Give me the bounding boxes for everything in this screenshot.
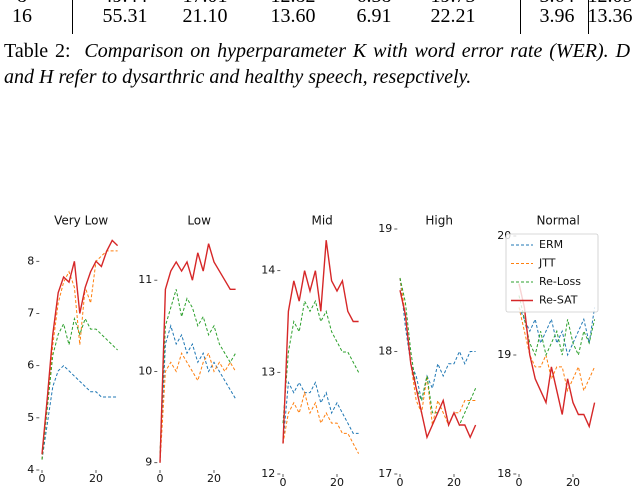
series-line xyxy=(159,351,237,463)
table-cell: 49.44 xyxy=(85,0,165,8)
chart-title: High xyxy=(425,214,453,228)
table-rule xyxy=(520,0,521,34)
legend-label: Re-Loss xyxy=(539,275,581,288)
series-line xyxy=(399,277,477,427)
x-tick-label: 20 xyxy=(447,476,461,486)
table-cell: 6.38 xyxy=(334,0,414,8)
x-tick-label: 0 xyxy=(157,472,164,485)
chart-title: Mid xyxy=(311,214,332,228)
x-tick-label: 0 xyxy=(516,476,523,486)
legend-label: ERM xyxy=(539,238,563,251)
table-cell: 12.05 xyxy=(570,0,632,8)
series-line xyxy=(159,324,237,463)
table-cell: 55.31 xyxy=(102,5,148,27)
y-tick-label: 10 xyxy=(138,364,152,377)
table-cell: 3.96 xyxy=(539,5,575,27)
series-line xyxy=(41,239,119,455)
y-tick-label: 7 xyxy=(27,306,34,319)
y-tick-label: 14 xyxy=(261,264,275,277)
table-cell: 16 xyxy=(12,5,32,27)
chart-title: Normal xyxy=(536,214,579,228)
table-cell: 19.73 xyxy=(413,0,493,8)
table-row: 16 55.31 21.10 13.60 6.91 22.21 3.96 13.36 xyxy=(0,4,632,28)
caption-text: Comparison on hyperparameter K with word… xyxy=(4,40,631,88)
table-cell: 22.21 xyxy=(430,5,476,27)
y-tick-label: 17 xyxy=(378,467,392,480)
table-rule xyxy=(588,0,589,34)
chart-title: Very Low xyxy=(54,214,108,228)
series-line xyxy=(159,243,236,463)
chart-title: Low xyxy=(187,214,211,228)
series-line xyxy=(399,277,476,401)
table-cell: 3.64 xyxy=(517,0,597,8)
y-tick-label: 12 xyxy=(261,467,275,480)
caption: Table 2: Comparison on hyperparameter K … xyxy=(4,38,630,90)
table-cell: 13.60 xyxy=(270,5,316,27)
x-tick-label: 0 xyxy=(39,472,46,485)
y-tick-label: 18 xyxy=(497,467,511,480)
series-line xyxy=(518,307,596,393)
legend-box xyxy=(505,233,599,313)
y-tick-label: 6 xyxy=(27,359,34,372)
table-cell: 12.82 xyxy=(253,0,333,8)
table-cell: 6.91 xyxy=(356,5,392,27)
table-cell: 13.36 xyxy=(587,5,632,27)
y-tick-label: 8 xyxy=(27,254,34,267)
x-tick-label: 20 xyxy=(89,472,103,485)
series-line xyxy=(399,290,477,440)
table-cell: 8 xyxy=(0,0,62,8)
y-tick-label: 11 xyxy=(138,273,152,286)
x-tick-label: 0 xyxy=(397,476,404,486)
series-line xyxy=(282,380,359,444)
y-tick-label: 5 xyxy=(27,411,34,424)
y-tick-label: 9 xyxy=(145,456,152,469)
y-tick-label: 4 xyxy=(27,463,34,476)
y-tick-label: 13 xyxy=(261,365,275,378)
series-line xyxy=(282,299,360,424)
x-tick-label: 0 xyxy=(280,476,287,486)
series-line xyxy=(399,277,476,427)
series-line xyxy=(282,390,360,454)
table-rule xyxy=(72,0,73,34)
x-tick-label: 20 xyxy=(330,476,344,486)
table: 8 49.4417.01 12.826.3819.73 3.6412.05 16 55.3… xyxy=(0,0,632,34)
table-row: 8 49.4417.01 12.826.3819.73 3.6412.05 xyxy=(0,0,632,8)
series-line xyxy=(41,316,118,460)
series-line xyxy=(518,283,596,429)
series-line xyxy=(518,295,596,357)
table-cell: 21.10 xyxy=(182,5,228,27)
series-line xyxy=(41,364,118,460)
y-tick-label: 19 xyxy=(378,222,392,235)
caption-label: Table 2: xyxy=(4,40,71,62)
series-line xyxy=(518,307,596,357)
y-tick-label: 18 xyxy=(378,345,392,358)
table-cell: 17.01 xyxy=(165,0,245,8)
legend-label: Re-SAT xyxy=(539,294,578,307)
series-line xyxy=(282,240,359,444)
series-line xyxy=(159,289,237,454)
y-tick-label: 19 xyxy=(497,348,511,361)
series-line xyxy=(41,250,118,460)
x-tick-label: 20 xyxy=(566,476,580,486)
x-tick-label: 20 xyxy=(207,472,221,485)
legend-label: JTT xyxy=(538,257,556,270)
